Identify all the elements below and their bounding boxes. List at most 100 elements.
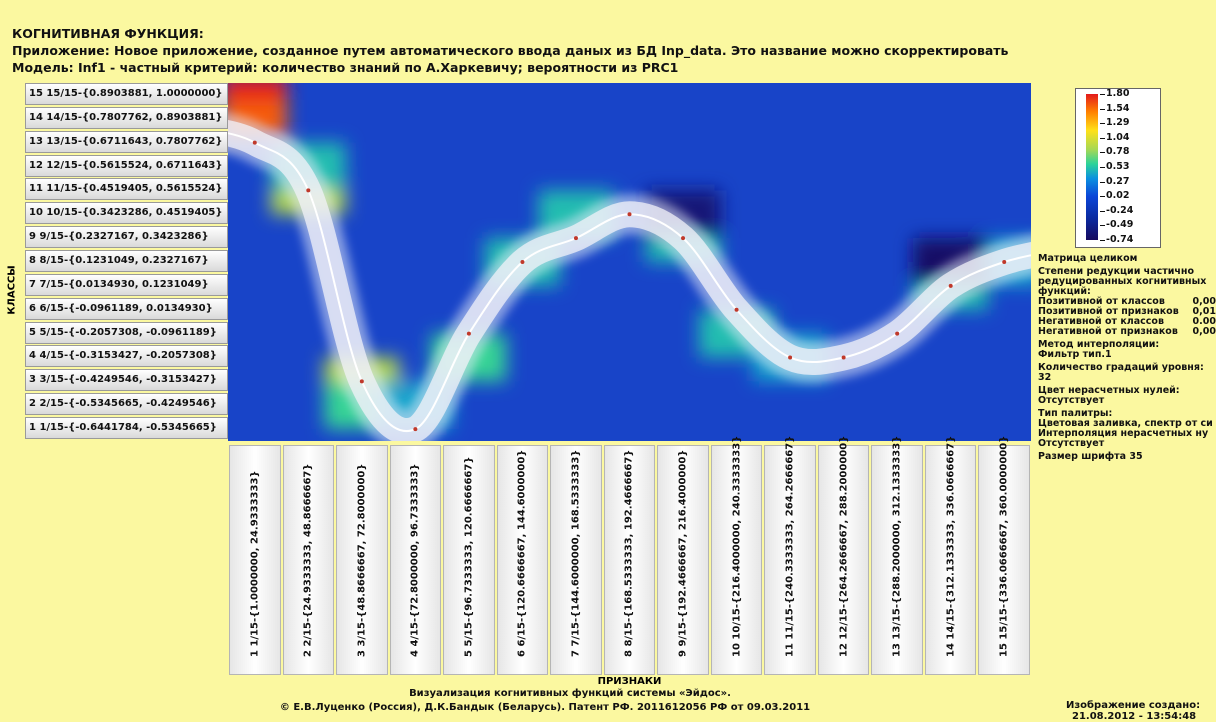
class-label: 11 11/15-{0.4519405, 0.5615524}: [25, 178, 228, 201]
y-axis-label: КЛАССЫ: [6, 265, 18, 315]
function-point: [895, 331, 900, 336]
legend-tick-label: 0.27: [1099, 175, 1130, 187]
function-point: [627, 212, 632, 217]
reduction-row: Позитивной от признаков 0,01: [1038, 307, 1216, 317]
feature-label: 2 2/15-{24.9333333, 48.8666667}: [302, 463, 314, 657]
reduction-label: Негативной от признаков: [1038, 326, 1178, 337]
class-label: 7 7/15-{0.0134930, 0.1231049}: [25, 273, 228, 296]
legend-tick-label: 1.80: [1099, 88, 1130, 99]
class-label: 9 9/15-{0.2327167, 0.3423286}: [25, 226, 228, 249]
color-legend: 1.80 1.54 1.29 1.04 0.78 0.53 0.27 0.02 -0.24 -0.…: [1075, 88, 1161, 248]
function-point: [466, 331, 471, 336]
interp-method-label: Метод интерполяции:: [1038, 339, 1160, 350]
app-description: Приложение: Новое приложение, созданное …: [12, 43, 1009, 58]
legend-tick-label: 1.29: [1099, 117, 1130, 129]
footer-line-1: Визуализация когнитивных функций системы…: [409, 688, 731, 699]
footer-line-2: © Е.В.Луценко (Россия), Д.К.Бандык (Бела…: [279, 702, 811, 713]
legend-tick-label: 0.53: [1099, 161, 1130, 172]
font-size-label: Размер шрифта 35: [1038, 451, 1143, 462]
reduction-value: 0,00: [1192, 326, 1216, 337]
reduction-label: Позитивной от классов: [1038, 296, 1165, 307]
feature-label-cell: 9 9/15-{192.4666667, 216.4000000}: [657, 445, 709, 675]
legend-tick-label: -0.24: [1099, 204, 1134, 216]
levels-value: 32: [1038, 372, 1052, 383]
feature-label: 11 11/15-{240.3333333, 264.2666667}: [784, 435, 796, 657]
feature-label-cell: 15 15/15-{336.0666667, 360.0000000}: [978, 436, 1030, 675]
function-point: [841, 355, 846, 360]
zeros-color-value: Отсутствует: [1038, 395, 1105, 406]
feature-label-cell: 14 14/15-{312.1333333, 336.0666667}: [924, 436, 977, 675]
levels-label: Количество градаций уровня:: [1038, 362, 1204, 373]
reduction-row: Негативной от признаков 0,00: [1038, 327, 1216, 337]
feature-label-cell: 7 7/15-{144.6000000, 168.5333333}: [550, 445, 602, 675]
feature-label: 14 14/15-{312.1333333, 336.0666667}: [945, 435, 957, 657]
feature-label: 6 6/15-{120.6666667, 144.6000000}: [516, 449, 528, 657]
zeros-interp-value: Отсутствует: [1038, 438, 1105, 449]
feature-label: 9 9/15-{192.4666667, 216.4000000}: [677, 449, 689, 657]
zeros-interp-label: Интерполяция нерасчетных ну: [1038, 429, 1209, 439]
function-point: [413, 427, 418, 432]
reduction-label: Позитивной от признаков: [1038, 306, 1179, 317]
feature-label-cell: 5 5/15-{96.7333333, 120.6666667}: [443, 445, 495, 675]
class-label: 3 3/15-{-0.4249546, -0.3153427}: [25, 369, 228, 392]
feature-label-cell: 2 2/15-{24.9333333, 48.8666667}: [282, 445, 335, 675]
feature-label: 12 12/15-{264.2666667, 288.2000000}: [838, 435, 850, 657]
class-label: 5 5/15-{-0.2057308, -0.0961189}: [25, 321, 228, 344]
reduction-row: Негативной от классов 0.00: [1038, 317, 1216, 327]
zeros-color-label: Цвет нерасчетных нулей:: [1038, 385, 1180, 396]
feature-label: 10 10/15-{216.4000000, 240.3333333}: [731, 435, 743, 657]
function-point: [252, 140, 257, 145]
feature-label-cell: 8 8/15-{168.5333333, 192.4666667}: [603, 445, 656, 675]
feature-label: 13 13/15-{288.2000000, 312.1333333}: [891, 435, 903, 657]
feature-label: 7 7/15-{144.6000000, 168.5333333}: [570, 449, 582, 657]
cognitive-function-heatmap: [228, 83, 1031, 441]
feature-labels: 1 1/15-{1.0000000, 24.9333333} 2 2/15-{24…: [228, 436, 1031, 675]
feature-label: 5 5/15-{96.7333333, 120.6666667}: [463, 456, 475, 657]
legend-tick-label: 0.78: [1099, 146, 1130, 158]
reduction-title: Степени редукции частично редуцированных…: [1038, 266, 1207, 297]
legend-tick-label: -0.49: [1099, 219, 1134, 231]
function-point: [359, 379, 364, 384]
palette-value: Цветовая заливка, спектр от си: [1038, 419, 1213, 429]
class-label: 1 1/15-{-0.6441784, -0.5345665}: [25, 417, 228, 440]
x-axis-label: ПРИЗНАКИ: [597, 676, 662, 687]
function-point: [306, 188, 311, 193]
reduction-label: Негативной от классов: [1038, 316, 1164, 327]
page-title: КОГНИТИВНАЯ ФУНКЦИЯ:: [12, 26, 204, 41]
function-point: [520, 260, 525, 264]
legend-tick-label: 1.54: [1099, 102, 1130, 114]
feature-label: 4 4/15-{72.8000000, 96.7333333}: [409, 463, 421, 657]
class-label: 12 12/15-{0.5615524, 0.6711643}: [25, 154, 228, 177]
legend-tick-label: 0.02: [1099, 190, 1130, 202]
created-label: Изображение создано:: [1066, 700, 1201, 711]
interp-method-value: Фильтр тип.1: [1038, 349, 1112, 360]
palette-label: Тип палитры:: [1038, 408, 1113, 419]
class-label: 2 2/15-{-0.5345665, -0.4249546}: [25, 393, 228, 416]
function-point: [788, 355, 793, 360]
class-label: 4 4/15-{-0.3153427, -0.2057308}: [25, 345, 228, 368]
function-point: [948, 283, 953, 288]
feature-label-cell: 3 3/15-{48.8666667, 72.8000000}: [336, 445, 388, 675]
created-value: 21.08.2012 - 13:54:48: [1072, 711, 1197, 722]
class-label: 14 14/15-{0.7807762, 0.8903881}: [25, 106, 228, 129]
feature-label-cell: 13 13/15-{288.2000000, 312.1333333}: [871, 436, 923, 675]
feature-label-cell: 6 6/15-{120.6666667, 144.6000000}: [496, 445, 549, 675]
function-point: [573, 236, 578, 241]
class-labels: 15 15/15-{0.8903881, 1.0000000} 14 14/15-…: [25, 83, 228, 441]
class-label: 15 15/15-{0.8903881, 1.0000000}: [25, 83, 228, 105]
feature-label-cell: 10 10/15-{216.4000000, 240.3333333}: [710, 436, 763, 675]
function-point: [1002, 260, 1007, 264]
model-description: Модель: Inf1 - частный критерий: количес…: [12, 60, 679, 75]
class-label: 10 10/15-{0.3423286, 0.4519405}: [25, 202, 228, 225]
feature-label-cell: 12 12/15-{264.2666667, 288.2000000}: [817, 436, 870, 675]
feature-label-cell: 11 11/15-{240.3333333, 264.2666667}: [764, 436, 816, 675]
feature-label-cell: 1 1/15-{1.0000000, 24.9333333}: [229, 445, 281, 675]
class-label: 8 8/15-{0.1231049, 0.2327167}: [25, 250, 228, 273]
reduction-value: 0,00: [1192, 296, 1216, 307]
feature-label-cell: 4 4/15-{72.8000000, 96.7333333}: [389, 445, 442, 675]
function-point: [734, 307, 739, 312]
class-label: 6 6/15-{-0.0961189, 0.0134930}: [25, 297, 228, 320]
legend-tick-label: 1.04: [1099, 131, 1130, 143]
class-label: 13 13/15-{0.6711643, 0.7807762}: [25, 130, 228, 153]
y-axis-label-box: КЛАССЫ: [2, 250, 22, 330]
